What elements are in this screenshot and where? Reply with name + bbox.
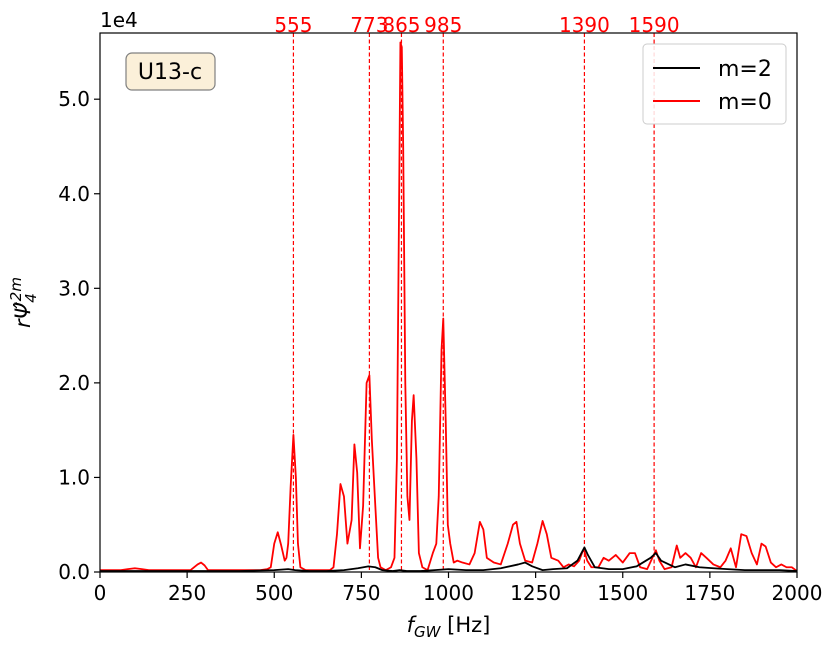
x-tick-label-3: 750: [342, 581, 380, 605]
x-tick-label-6: 1500: [597, 581, 648, 605]
legend-label-0: m=2: [718, 57, 772, 82]
legend: m=2m=0: [642, 43, 787, 125]
y-tick-label-3: 3.0: [58, 276, 90, 300]
series-line-m=0: [100, 41, 798, 572]
x-tick-label-5: 1250: [510, 581, 561, 605]
y-axis: 0.0 1.0 2.0 3.0 4.0 5.0: [58, 87, 100, 584]
x-axis: 0 250 500 750 1000 1250 1500 1750 2000: [94, 572, 823, 605]
y-tick-label-0: 0.0: [58, 560, 90, 584]
x-tick-label-2: 500: [255, 581, 293, 605]
y-tick-label-1: 1.0: [58, 465, 90, 489]
y-tick-label-5: 5.0: [58, 87, 90, 111]
y-axis-label: rΨ̂42m: [7, 277, 40, 328]
x-tick-label-7: 1750: [684, 581, 735, 605]
x-tick-label-8: 2000: [772, 581, 823, 605]
y-multiplier: 1e4: [100, 8, 138, 32]
series-line-m=2: [100, 546, 798, 572]
x-tick-label-0: 0: [94, 581, 107, 605]
series-layer: [100, 41, 798, 572]
model-label-box: U13-c: [125, 52, 216, 91]
y-tick-label-4: 4.0: [58, 182, 90, 206]
x-tick-label-1: 250: [168, 581, 206, 605]
x-tick-label-4: 1000: [423, 581, 474, 605]
x-axis-label: fGW [Hz]: [407, 613, 491, 641]
model-label: U13-c: [138, 60, 202, 85]
y-tick-label-2: 2.0: [58, 371, 90, 395]
legend-label-1: m=0: [718, 90, 772, 115]
